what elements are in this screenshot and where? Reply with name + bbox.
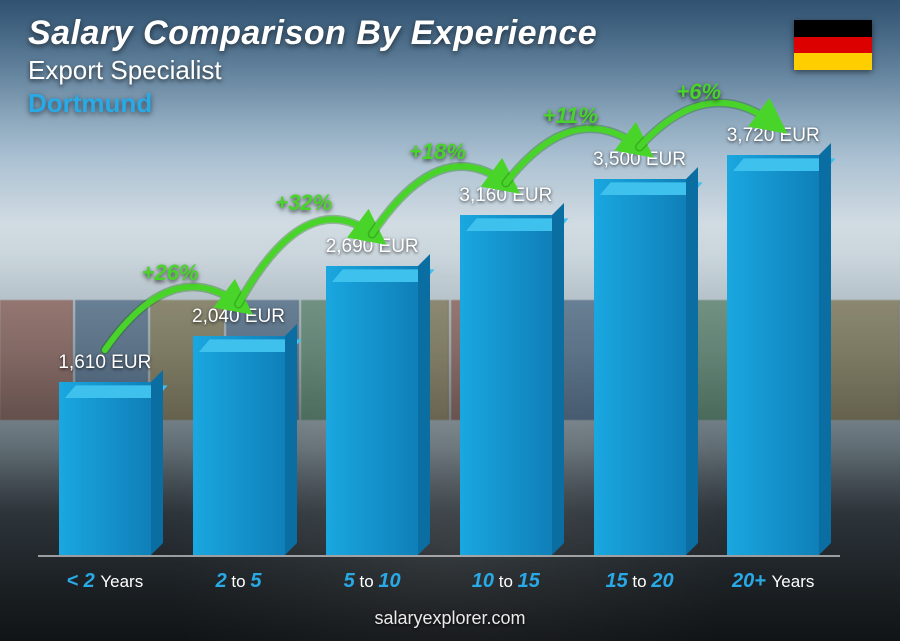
bar-value-label: 3,160 EUR [459,185,552,207]
flag-stripe-2 [794,53,872,70]
bar-value-label: 2,690 EUR [326,236,419,258]
bar-slot-5: 3,720 EUR [706,117,840,555]
flag-stripe-0 [794,20,872,37]
title-subtitle: Export Specialist [28,55,597,86]
bar-value-label: 2,040 EUR [192,306,285,328]
bar [193,336,285,555]
bar-slot-2: 2,690 EUR [305,117,439,555]
bar-slot-0: 1,610 EUR [38,117,172,555]
growth-label: +6% [676,79,721,105]
x-label-5: 20+ Years [706,570,840,593]
title-city: Dortmund [28,88,597,119]
bar-value-label: 3,720 EUR [727,125,820,147]
title-block: Salary Comparison By Experience Export S… [28,14,597,119]
bar-value-label: 3,500 EUR [593,149,686,171]
x-label-2: 5 to 10 [305,570,439,593]
germany-flag-icon [794,20,872,70]
bar [594,179,686,555]
bar [727,155,819,555]
x-label-1: 2 to 5 [172,570,306,593]
bar-value-label: 1,610 EUR [58,352,151,374]
x-axis-labels: < 2 Years2 to 55 to 1010 to 1515 to 2020… [38,570,840,593]
flag-stripe-1 [794,37,872,54]
x-label-3: 10 to 15 [439,570,573,593]
x-label-0: < 2 Years [38,570,172,593]
infographic-canvas: Salary Comparison By Experience Export S… [0,0,900,641]
title-main: Salary Comparison By Experience [28,14,597,53]
bar [326,266,418,555]
bar-slot-1: 2,040 EUR [172,117,306,555]
x-label-4: 15 to 20 [573,570,707,593]
bar [460,215,552,555]
bars-container: 1,610 EUR 2,040 EUR 2,690 EUR 3,160 EUR 3,50… [38,117,840,555]
footer-credit: salaryexplorer.com [0,608,900,629]
bar-slot-4: 3,500 EUR [573,117,707,555]
salary-bar-chart: 1,610 EUR 2,040 EUR 2,690 EUR 3,160 EUR 3,50… [38,117,840,557]
bar-slot-3: 3,160 EUR [439,117,573,555]
bar [59,382,151,555]
